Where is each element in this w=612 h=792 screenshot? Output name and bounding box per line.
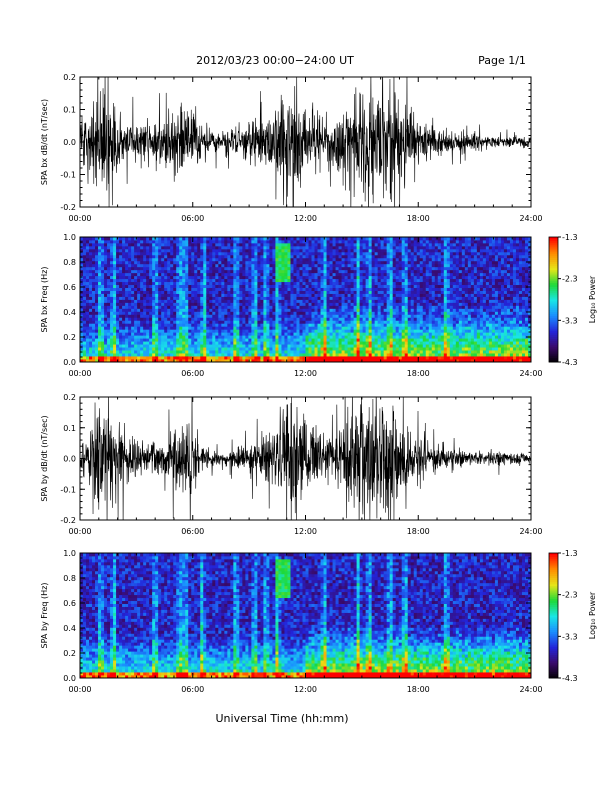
y-tick-label: 0.8 <box>63 258 76 267</box>
y-tick-label: 0.0 <box>63 358 76 367</box>
x-tick-label: 12:00 <box>294 527 317 536</box>
by-timeseries-panel: 00:00 06:00 12:00 18:00 24:00 -0.2 -0.1 0.0 0.1 0… <box>40 393 543 536</box>
colorbar-tick-label: -4.3 <box>562 674 578 683</box>
x-tick-label: 00:00 <box>68 369 91 378</box>
colorbar: -1.3 -2.3 -3.3 -4.3 Log₁₀ Power <box>548 549 597 683</box>
y-tick-label: 0.2 <box>63 649 76 658</box>
x-tick-label: 00:00 <box>68 685 91 694</box>
y-axis-label: SPA by Freq (Hz) <box>40 583 49 649</box>
y-tick-label: 1.0 <box>63 549 76 558</box>
y-axis-label: SPA bx Freq (Hz) <box>40 267 49 333</box>
y-tick-label: 0.0 <box>63 674 76 683</box>
y-tick-label: -0.2 <box>60 203 76 212</box>
y-tick-label: 0.4 <box>63 308 76 317</box>
x-tick-label: 00:00 <box>68 214 91 223</box>
series-trace <box>80 397 531 520</box>
y-tick-label: 0.0 <box>63 455 76 464</box>
y-tick-label: 0.1 <box>63 106 76 115</box>
by-spectrogram-panel: -1.3 -2.3 -3.3 -4.3 Log₁₀ Power 00:00 06:00 12:… <box>40 549 597 694</box>
x-tick-label: 24:00 <box>519 685 542 694</box>
colorbar-tick-label: -3.3 <box>562 316 578 325</box>
x-tick-label: 12:00 <box>294 369 317 378</box>
colorbar-label: Log₁₀ Power <box>588 591 597 639</box>
page-title: 2012/03/23 00:00−24:00 UT <box>196 54 354 67</box>
y-tick-label: -0.1 <box>60 485 76 494</box>
colorbar: -1.3 -2.3 -3.3 -4.3 Log₁₀ Power <box>548 233 597 367</box>
y-tick-label: 0.4 <box>63 624 76 633</box>
y-axis-label: SPA bx dB/dt (nT/sec) <box>40 99 49 185</box>
y-tick-label: 0.2 <box>63 73 76 82</box>
colorbar-tick-label: -2.3 <box>562 275 578 284</box>
y-tick-label: 0.6 <box>63 283 76 292</box>
y-axis-label: SPA by dB/dt (nT/sec) <box>40 415 49 501</box>
y-tick-label: 0.8 <box>63 574 76 583</box>
colorbar-tick-label: -4.3 <box>562 358 578 367</box>
y-tick-label: -0.1 <box>60 171 76 180</box>
x-tick-label: 24:00 <box>519 369 542 378</box>
y-tick-label: -0.2 <box>60 516 76 525</box>
bx-timeseries-panel: 00:00 06:00 12:00 18:00 24:00 -0.2 -0.1 0.0 0.1 0… <box>40 73 543 223</box>
colorbar-tick-label: -1.3 <box>562 549 578 558</box>
colorbar-tick-label: -3.3 <box>562 632 578 641</box>
y-tick-label: 0.0 <box>63 138 76 147</box>
x-tick-label: 18:00 <box>407 369 430 378</box>
colorbar-label: Log₁₀ Power <box>588 275 597 323</box>
x-tick-label: 06:00 <box>181 685 204 694</box>
x-tick-label: 06:00 <box>181 369 204 378</box>
x-tick-label: 24:00 <box>519 214 542 223</box>
y-tick-label: 1.0 <box>63 233 76 242</box>
x-tick-label: 06:00 <box>181 214 204 223</box>
page-number: Page 1/1 <box>478 54 526 67</box>
y-tick-label: 0.1 <box>63 424 76 433</box>
spectrogram-cells <box>80 553 532 679</box>
x-tick-label: 12:00 <box>294 685 317 694</box>
y-tick-label: 0.6 <box>63 599 76 608</box>
colorbar-tick-label: -2.3 <box>562 591 578 600</box>
x-tick-label: 24:00 <box>519 527 542 536</box>
x-tick-label: 12:00 <box>294 214 317 223</box>
y-tick-label: 0.2 <box>63 393 76 402</box>
x-tick-label: 18:00 <box>407 685 430 694</box>
series-trace <box>80 77 531 207</box>
x-tick-label: 00:00 <box>68 527 91 536</box>
y-tick-label: 0.2 <box>63 333 76 342</box>
colorbar-tick-label: -1.3 <box>562 233 578 242</box>
x-axis-title: Universal Time (hh:mm) <box>216 712 349 725</box>
x-tick-label: 06:00 <box>181 527 204 536</box>
bx-spectrogram-panel: -1.3 -2.3 -3.3 -4.3 Log₁₀ Power 00:00 06:00 12:… <box>40 233 597 378</box>
x-tick-label: 18:00 <box>407 214 430 223</box>
x-tick-label: 18:00 <box>407 527 430 536</box>
spectrogram-cells <box>80 237 532 363</box>
